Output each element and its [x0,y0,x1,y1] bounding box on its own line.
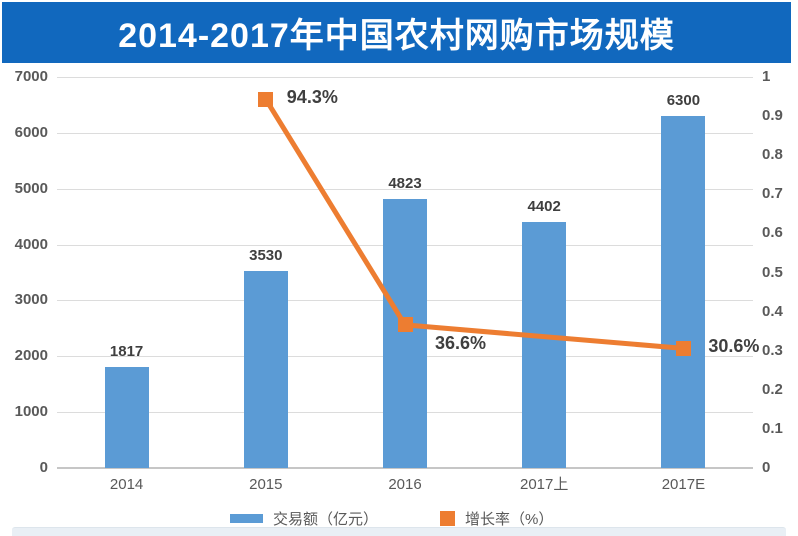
line-marker [675,340,691,356]
y-axis-tick-right: 1 [762,68,771,85]
x-axis-label: 2017E [661,476,706,493]
legend-line-swatch [440,510,456,526]
x-axis-label: 2014 [109,476,144,493]
legend: 交易额（亿元） 增长率（%） [230,507,553,529]
y-axis-tick-right: 0.8 [762,146,783,164]
bar-2017上 [522,222,567,468]
gridline [57,132,753,134]
bar-value-label: 3530 [249,246,283,264]
x-axis-baseline [57,467,753,469]
bottom-strip [12,527,786,536]
y-axis-tick-right: 0.5 [762,263,783,281]
y-axis-tick-right: 0.3 [762,341,783,359]
line-value-label: 94.3% [286,87,338,108]
x-axis-label: 2016 [388,476,422,493]
y-axis-tick-left: 5000 [14,179,48,197]
growth-line [263,97,684,351]
y-axis-tick-left: 0 [39,459,48,476]
y-axis-tick-left: 2000 [14,347,48,365]
gridline [57,77,753,78]
x-axis-label: 2017上 [520,476,569,493]
bar-2017E [661,116,706,468]
x-axis-label: 2015 [249,476,283,493]
legend-line-label: 增长率（%） [465,510,554,528]
y-axis-tick-left: 7000 [14,68,48,85]
legend-bar-label: 交易额（亿元） [273,510,379,528]
line-marker [258,91,274,107]
y-axis-tick-left: 3000 [14,291,48,309]
chart-title: 2014-2017年中国农村网购市场规模 [118,17,675,55]
y-axis-tick-right: 0.4 [762,302,783,320]
chart-title-banner: 2014-2017年中国农村网购市场规模 [2,2,791,63]
line-marker [397,317,413,333]
y-axis-tick-right: 0.9 [762,107,783,125]
y-axis-tick-right: 0.1 [762,419,783,437]
bar-value-label: 4402 [527,198,561,216]
y-axis-tick-right: 0 [762,459,771,476]
y-axis-tick-left: 1000 [14,403,48,421]
line-value-label: 30.6% [708,336,760,357]
y-axis-tick-left: 6000 [14,123,48,141]
bar-value-label: 4823 [388,174,422,192]
bar-2014 [104,366,149,468]
y-axis-tick-left: 4000 [14,235,48,253]
y-axis-tick-right: 0.7 [762,185,783,203]
bar-2015 [243,270,288,468]
line-value-label: 36.6% [435,332,487,353]
bar-2016 [383,198,427,468]
y-axis-tick-right: 0.2 [762,380,783,398]
bar-value-label: 6300 [666,92,701,110]
legend-bar-swatch [230,513,263,523]
y-axis-tick-right: 0.6 [762,224,783,242]
bar-value-label: 1817 [109,342,144,360]
